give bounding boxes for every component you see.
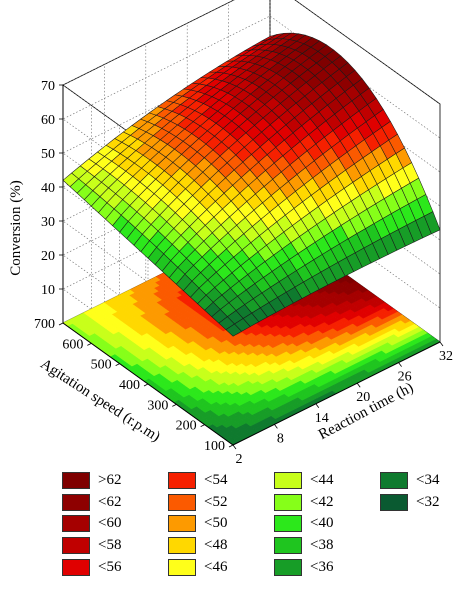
legend-column: <44 <42 <40 <38 <36 (274, 470, 374, 578)
legend-swatch (274, 472, 302, 490)
legend: >62 <62 <60 <58 <56 <54 <52 <50 <48 <46 <44 <42 <40 <… (62, 470, 462, 582)
y-tick (200, 424, 205, 428)
legend-item: <60 (62, 513, 162, 535)
legend-label: <48 (204, 537, 228, 554)
legend-label: <46 (204, 558, 228, 575)
y-tick (87, 342, 92, 346)
legend-swatch (62, 558, 90, 576)
response-surface (62, 32, 441, 337)
legend-label: <42 (310, 493, 334, 510)
legend-swatch (380, 472, 408, 490)
legend-swatch (274, 558, 302, 576)
surface-cell (423, 211, 441, 235)
x-tick (356, 382, 361, 388)
legend-label: <60 (98, 515, 122, 532)
y-tick-label: 500 (91, 358, 112, 373)
legend-swatch (62, 472, 90, 490)
z-tick-label: 60 (41, 113, 55, 128)
x-tick (439, 341, 444, 347)
legend-label: <38 (310, 537, 334, 554)
x-tick-label: 2 (236, 452, 243, 467)
legend-item: <50 (168, 513, 268, 535)
y-tick-label: 400 (119, 378, 140, 393)
y-tick (143, 383, 149, 387)
y-tick (228, 444, 234, 448)
legend-label: <50 (204, 515, 228, 532)
y-tick-label: 300 (147, 398, 168, 413)
legend-column: <34 <32 (380, 470, 474, 513)
legend-column: <54 <52 <50 <48 <46 (168, 470, 268, 578)
legend-item: <40 (274, 513, 374, 535)
legend-label: <58 (98, 537, 122, 554)
legend-item: <42 (274, 492, 374, 514)
legend-swatch (274, 493, 302, 511)
legend-swatch (380, 493, 408, 511)
legend-swatch (62, 537, 90, 555)
legend-label: <54 (204, 472, 228, 489)
legend-item: <34 (380, 470, 474, 492)
x-tick (315, 403, 320, 409)
legend-swatch (62, 493, 90, 511)
z-tick-label: 10 (41, 283, 55, 298)
legend-swatch (274, 537, 302, 555)
y-tick-label: 100 (204, 439, 225, 454)
legend-swatch (168, 537, 196, 555)
legend-item: <52 (168, 492, 268, 514)
legend-item: <32 (380, 492, 474, 514)
z-tick-label: 70 (41, 79, 55, 94)
legend-swatch (168, 558, 196, 576)
legend-item: >62 (62, 470, 162, 492)
legend-item: <36 (274, 556, 374, 578)
z-tick-label: 30 (41, 215, 55, 230)
legend-swatch (274, 515, 302, 533)
legend-item: <38 (274, 535, 374, 557)
y-tick (172, 403, 177, 407)
y-tick-label: 600 (62, 337, 83, 352)
legend-label: <56 (98, 558, 122, 575)
legend-item: <54 (168, 470, 268, 492)
legend-column: >62 <62 <60 <58 <56 (62, 470, 162, 578)
x-tick (274, 424, 278, 429)
x-tick-label: 14 (315, 411, 329, 426)
legend-label: <36 (310, 558, 334, 575)
y-tick (115, 363, 120, 367)
z-tick-label: 20 (41, 249, 55, 264)
axes: 10 20 30 40 50 60 70 2 8 14 20 26 32 100 200 300 400 500 6… (34, 79, 453, 467)
legend-label: <62 (98, 493, 122, 510)
x-tick-label: 20 (356, 390, 370, 405)
legend-swatch (168, 472, 196, 490)
z-tick-label: 50 (41, 147, 55, 162)
legend-label: >62 (98, 472, 122, 489)
legend-label: <44 (310, 472, 334, 489)
legend-item: <48 (168, 535, 268, 557)
legend-label: <52 (204, 493, 228, 510)
legend-item: <62 (62, 492, 162, 514)
y-tick (58, 322, 64, 326)
x-tick-label: 32 (439, 349, 453, 364)
x-tick-label: 8 (277, 431, 284, 446)
legend-label: <40 (310, 515, 334, 532)
z-axis-label: Conversion (%) (8, 180, 24, 275)
legend-item: <46 (168, 556, 268, 578)
legend-swatch (62, 515, 90, 533)
legend-swatch (168, 493, 196, 511)
z-tick-label: 40 (41, 181, 55, 196)
legend-item: <56 (62, 556, 162, 578)
legend-label: <34 (416, 472, 440, 489)
legend-swatch (168, 515, 196, 533)
legend-item: <58 (62, 535, 162, 557)
x-axis-line (232, 341, 441, 446)
x-tick (398, 362, 402, 367)
y-tick-label: 700 (34, 317, 55, 332)
x-tick-label: 26 (398, 370, 412, 385)
legend-label: <32 (416, 493, 440, 510)
x-tick (232, 444, 237, 450)
surface-chart: 10 20 30 40 50 60 70 2 8 14 20 26 32 100 200 300 400 500 6… (8, 0, 453, 467)
y-tick-label: 200 (176, 419, 197, 434)
legend-item: <44 (274, 470, 374, 492)
